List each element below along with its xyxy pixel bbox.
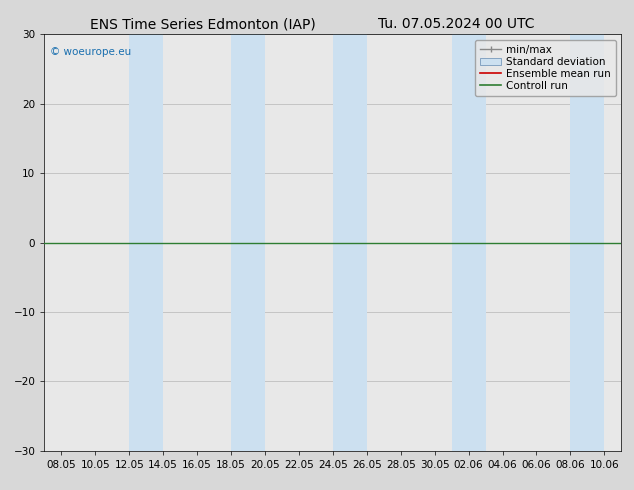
Text: © woeurope.eu: © woeurope.eu [50, 47, 131, 57]
Bar [451, 34, 486, 451]
Bar [333, 34, 367, 451]
Bar [231, 34, 265, 451]
Legend: min/max, Standard deviation, Ensemble mean run, Controll run: min/max, Standard deviation, Ensemble me… [475, 40, 616, 96]
Bar [129, 34, 163, 451]
Text: ENS Time Series Edmonton (IAP): ENS Time Series Edmonton (IAP) [90, 17, 316, 31]
Text: Tu. 07.05.2024 00 UTC: Tu. 07.05.2024 00 UTC [378, 17, 534, 31]
Bar [571, 34, 604, 451]
